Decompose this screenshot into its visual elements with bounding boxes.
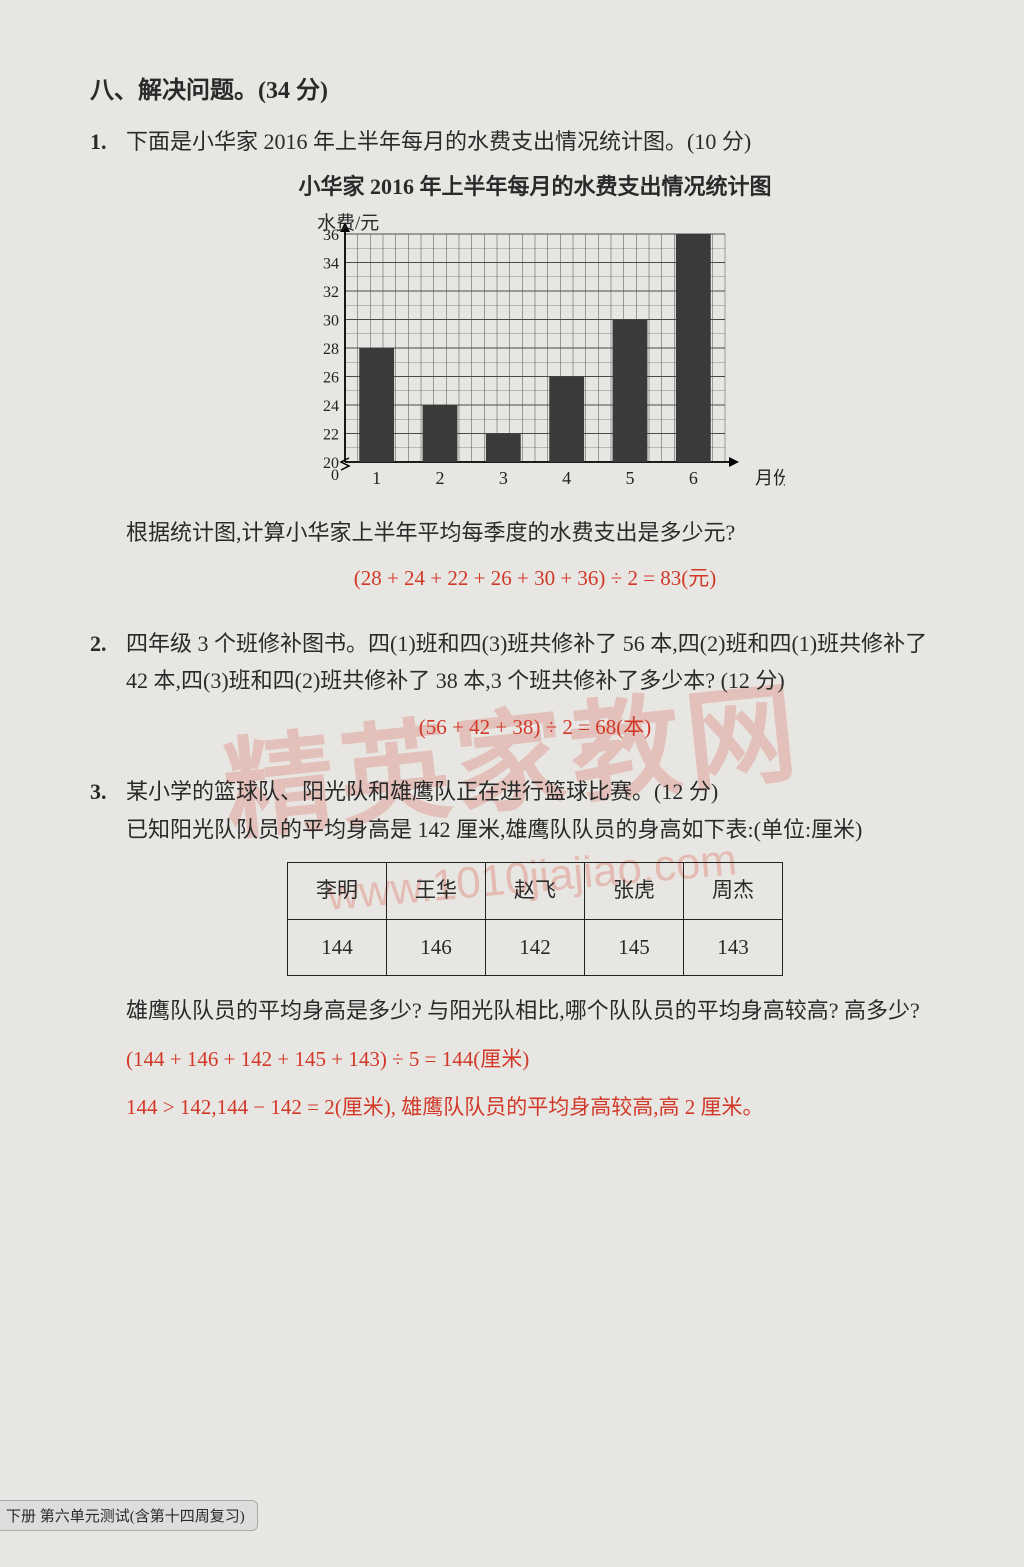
- problem-3-stem1: 某小学的篮球队、阳光队和雄鹰队正在进行篮球比赛。(12 分): [126, 773, 944, 810]
- svg-text:30: 30: [323, 312, 339, 329]
- table-data-cell: 145: [585, 919, 684, 976]
- svg-text:1: 1: [372, 468, 381, 488]
- problem-2-answer: (56 + 42 + 38) ÷ 2 = 68(本): [126, 710, 944, 746]
- table-header-cell: 张虎: [585, 863, 684, 920]
- problem-3-answer2: 144 > 142,144 − 142 = 2(厘米), 雄鹰队队员的平均身高较…: [126, 1090, 944, 1126]
- svg-text:26: 26: [323, 369, 339, 386]
- footer-tab: 下册 第六单元测试(含第十四周复习): [0, 1500, 258, 1531]
- problem-1-number: 1.: [90, 123, 107, 160]
- table-data-cell: 143: [684, 919, 783, 976]
- problem-3-answer1: (144 + 146 + 142 + 145 + 143) ÷ 5 = 144(…: [126, 1042, 944, 1078]
- svg-text:0: 0: [331, 467, 339, 484]
- heights-table: 李明王华赵飞张虎周杰 144146142145143: [287, 862, 783, 976]
- table-header-cell: 王华: [387, 863, 486, 920]
- table-header-cell: 李明: [288, 863, 387, 920]
- bar-chart: 2022242628303234360123456月份: [285, 212, 785, 502]
- svg-text:2: 2: [436, 468, 445, 488]
- svg-text:4: 4: [562, 468, 571, 488]
- problem-1-question: 根据统计图,计算小华家上半年平均每季度的水费支出是多少元?: [126, 514, 944, 551]
- table-data-cell: 146: [387, 919, 486, 976]
- problem-3-number: 3.: [90, 773, 107, 810]
- svg-text:28: 28: [323, 341, 339, 358]
- chart-ylabel: 水费/元: [317, 208, 379, 240]
- table-header-cell: 周杰: [684, 863, 783, 920]
- svg-text:3: 3: [499, 468, 508, 488]
- svg-text:22: 22: [323, 426, 339, 443]
- problem-3: 3. 某小学的篮球队、阳光队和雄鹰队正在进行篮球比赛。(12 分) 已知阳光队队…: [90, 773, 944, 1125]
- problem-1: 1. 下面是小华家 2016 年上半年每月的水费支出情况统计图。(10 分) 小…: [90, 123, 944, 597]
- chart-container: 水费/元 2022242628303234360123456月份: [275, 212, 795, 502]
- table-data-cell: 144: [288, 919, 387, 976]
- svg-text:月份: 月份: [755, 468, 785, 488]
- problem-2-number: 2.: [90, 625, 107, 662]
- problem-1-answer: (28 + 24 + 22 + 26 + 30 + 36) ÷ 2 = 83(元…: [126, 561, 944, 597]
- section-header: 八、解决问题。(34 分): [90, 70, 944, 105]
- table-data-cell: 142: [486, 919, 585, 976]
- svg-text:32: 32: [323, 284, 339, 301]
- chart-title: 小华家 2016 年上半年每月的水费支出情况统计图: [126, 168, 944, 205]
- svg-text:24: 24: [323, 398, 339, 415]
- problem-3-stem2: 已知阳光队队员的平均身高是 142 厘米,雄鹰队队员的身高如下表:(单位:厘米): [126, 811, 944, 848]
- problem-3-question: 雄鹰队队员的平均身高是多少? 与阳光队相比,哪个队队员的平均身高较高? 高多少?: [126, 992, 944, 1029]
- problem-2-stem: 四年级 3 个班修补图书。四(1)班和四(3)班共修补了 56 本,四(2)班和…: [126, 625, 944, 700]
- svg-text:6: 6: [689, 468, 698, 488]
- problem-1-stem: 下面是小华家 2016 年上半年每月的水费支出情况统计图。(10 分): [126, 123, 944, 160]
- problem-2: 2. 四年级 3 个班修补图书。四(1)班和四(3)班共修补了 56 本,四(2…: [90, 625, 944, 745]
- table-header-cell: 赵飞: [486, 863, 585, 920]
- svg-text:34: 34: [323, 255, 339, 272]
- svg-text:5: 5: [626, 468, 635, 488]
